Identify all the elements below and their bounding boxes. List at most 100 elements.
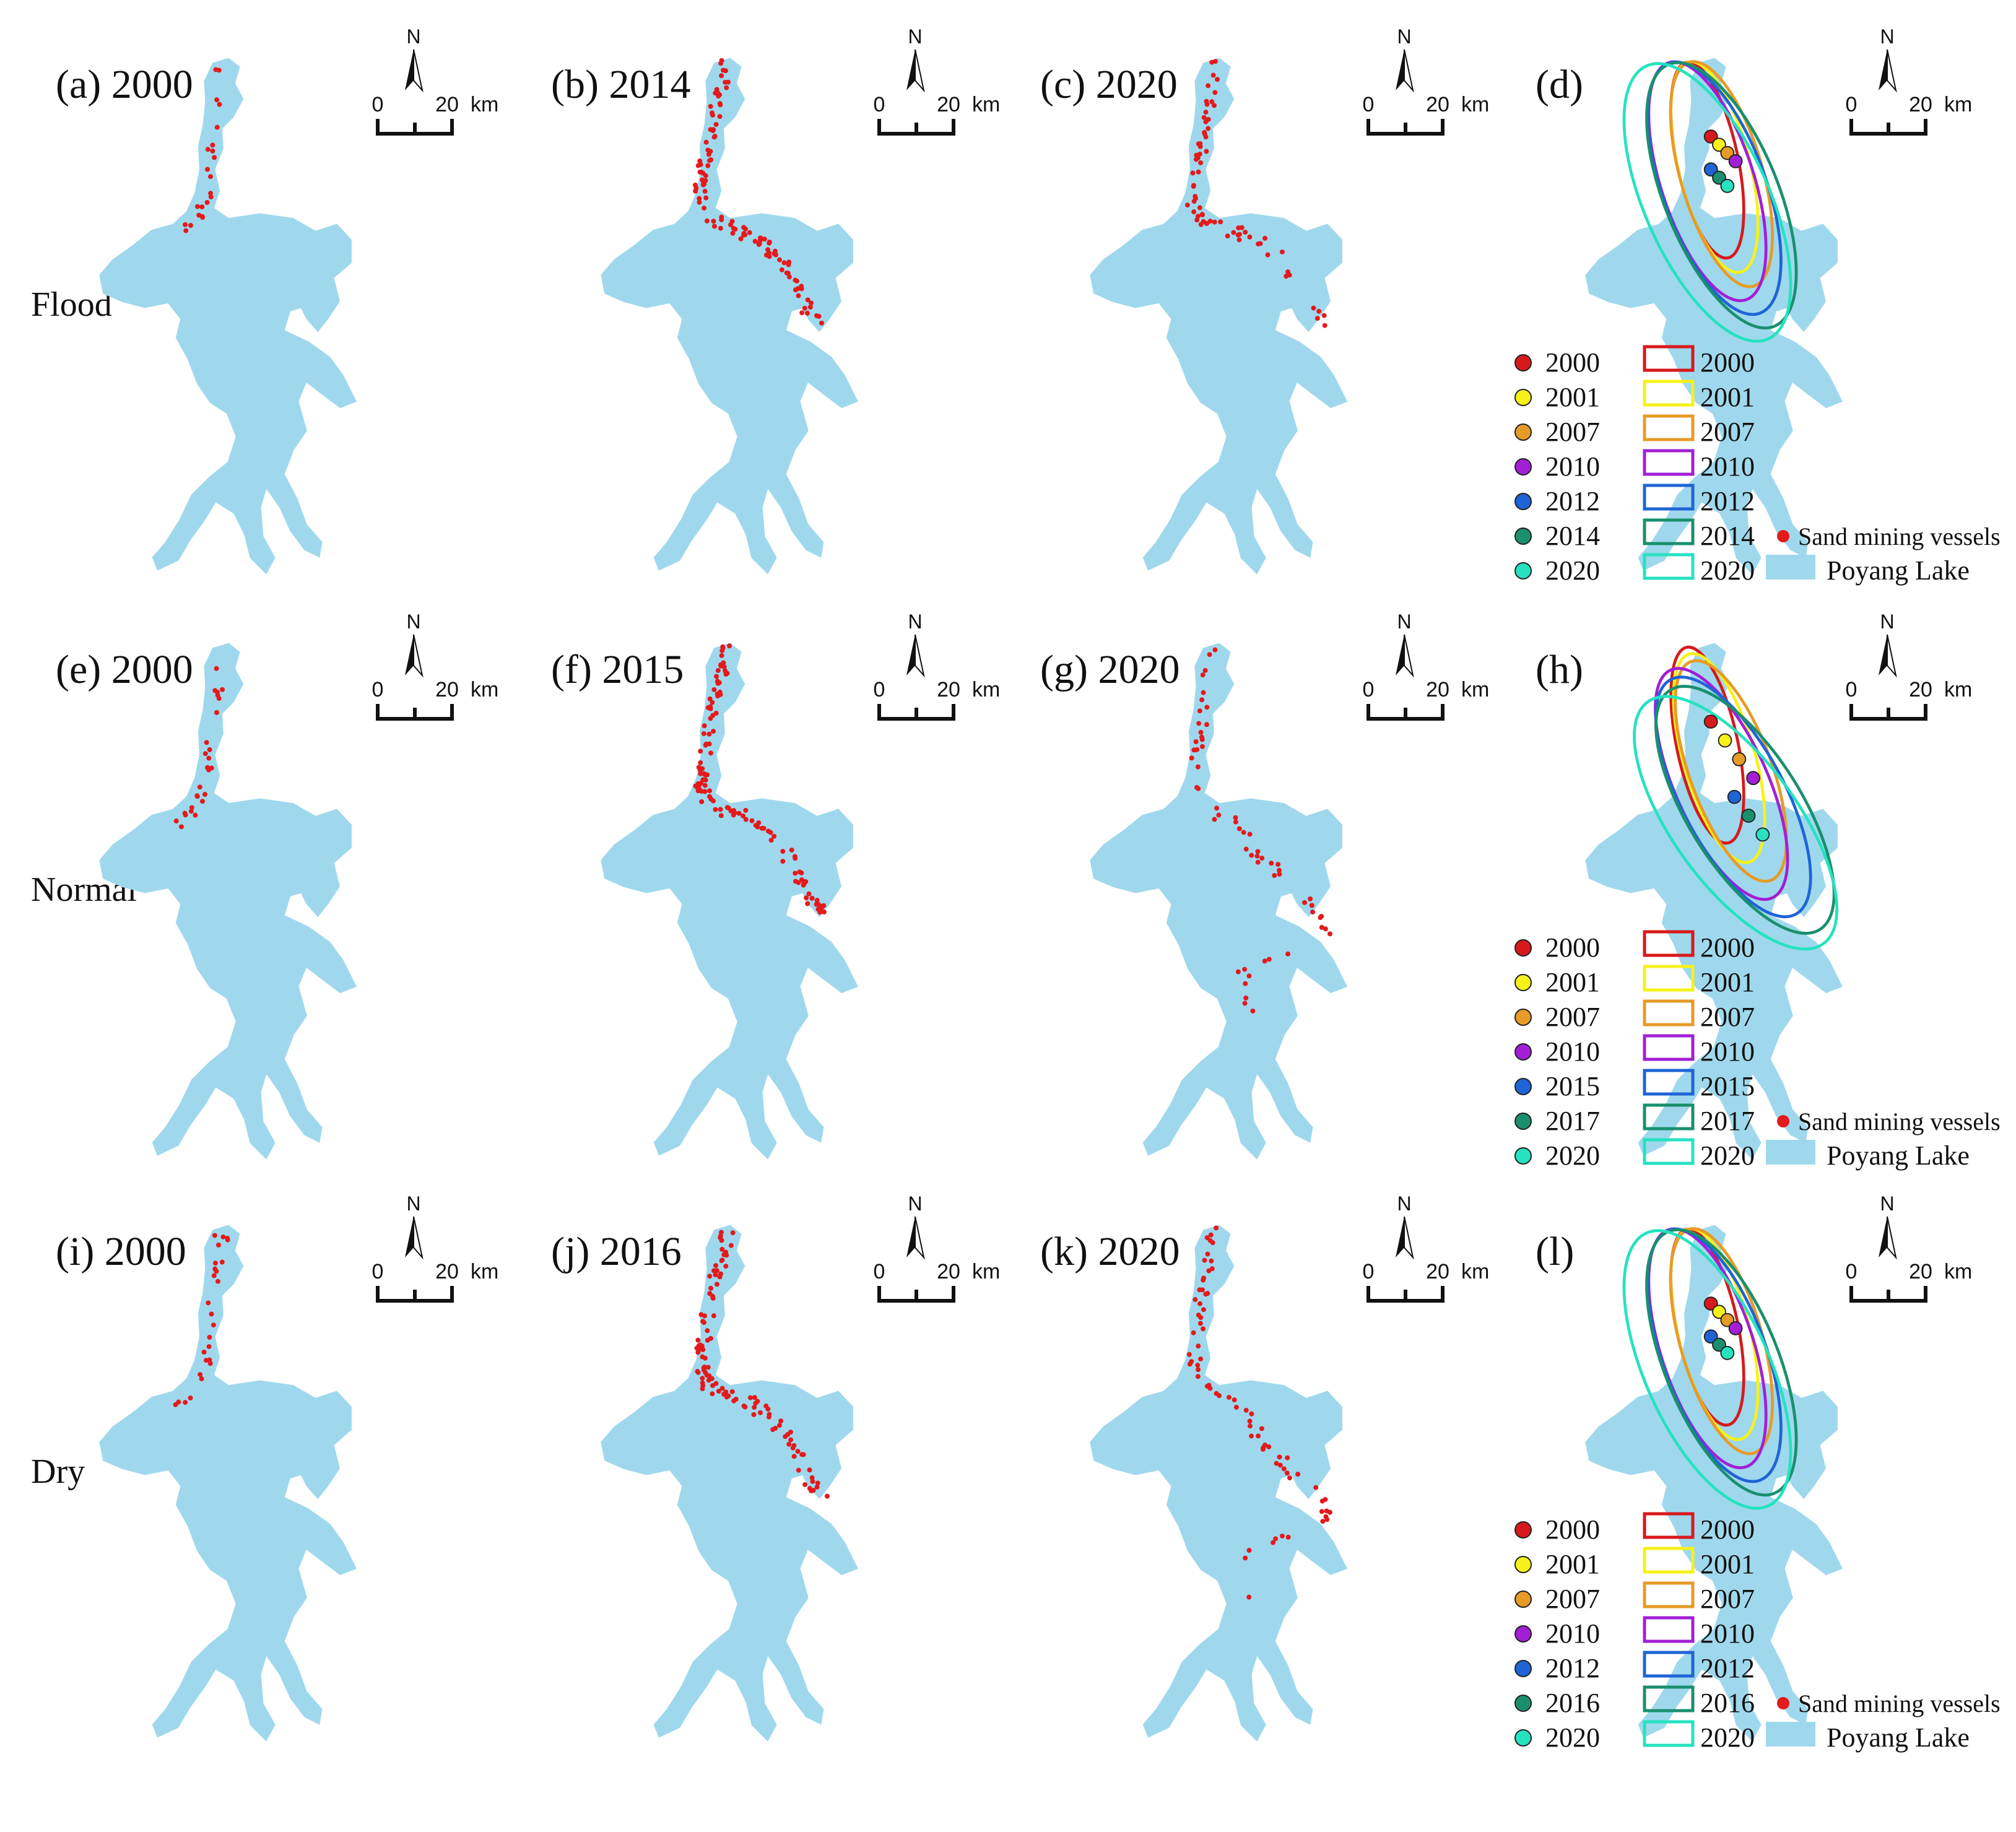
vessel-point [695,1350,701,1355]
legend-lake-label: Poyang Lake [1827,1722,1970,1753]
legend-vessel-swatch [1777,1697,1789,1709]
legend-ellipse-swatch [1643,930,1695,957]
vessel-point [1212,647,1218,653]
vessel-point [706,152,711,157]
vessel-point [1318,915,1323,921]
vessel-point [1200,212,1206,217]
vessel-point [1189,755,1194,761]
vessel-point [1243,230,1248,235]
vessel-point [206,1344,212,1349]
vessel-point [1255,859,1261,865]
map-panel: (h) N 0 20 km 2000 2000 2001 2001 2007 2007 2010 201… [1514,610,2001,1171]
scale-zero-label: 0 [1846,93,1857,116]
vessel-point [1209,1258,1214,1264]
vessel-point [713,1381,719,1386]
legend-lake-label: Poyang Lake [1827,1140,1970,1171]
vessel-point [731,225,736,231]
legend-center-swatch [1514,1729,1532,1747]
vessel-point [715,667,721,673]
scale-twenty-label: 20 [435,1260,459,1283]
vessel-point [702,783,708,788]
vessel-point [1186,1352,1192,1357]
vessel-point [1254,853,1260,859]
vessel-point [719,1246,725,1252]
legend-year-ellipse: 2020 [1700,555,1755,586]
scale-zero-label: 0 [372,93,384,116]
vessel-point [698,760,703,765]
map-panel: (b) 2014 N 0 20 km [551,25,1000,575]
vessel-point [791,1454,797,1459]
scale-zero-label: 0 [874,93,885,116]
vessel-points [1184,59,1327,328]
legend-vessels-label: Sand mining vessels [1798,1108,2001,1135]
vessel-point [1249,853,1254,858]
scale-twenty-label: 20 [1909,1260,1932,1283]
vessel-point [1246,973,1252,979]
vessel-point [204,740,209,745]
vessel-point [706,158,712,163]
vessel-point [207,1361,213,1366]
vessel-point [1243,996,1249,1001]
vessel-point [1259,1426,1264,1431]
vessel-point [1191,747,1197,753]
vessel-point [706,731,712,737]
vessel-point [1193,739,1199,744]
scale-bar [376,704,454,721]
vessel-point [723,1389,729,1395]
vessel-point [1197,141,1203,147]
vessel-point [210,148,215,154]
legend-year-point: 2000 [1545,932,1600,963]
mean-center-point [1720,178,1735,193]
vessel-point [1266,1444,1272,1449]
scale-bar [1849,1286,1927,1303]
vessel-points [692,58,824,326]
vessel-point [1226,1394,1232,1400]
scale-twenty-label: 20 [1426,678,1449,701]
vessel-point [767,239,772,245]
vessel-point [719,214,724,220]
scale-unit-label: km [471,93,498,116]
vessel-point [1194,217,1200,223]
north-arrow-half-icon [413,1216,424,1260]
vessel-point [1201,1275,1206,1281]
scale-bar [1849,119,1927,136]
vessel-point [702,206,707,211]
vessel-point [796,1467,801,1473]
scale-bar [1366,119,1445,136]
vessel-point [718,813,724,818]
vessel-point [1208,1232,1214,1238]
legend-center-swatch [1514,458,1532,475]
vessel-point [707,1274,713,1279]
legend-year-point: 2020 [1545,1722,1600,1753]
vessel-point [793,287,798,293]
vessel-point [199,1376,204,1381]
north-label: N [908,25,922,48]
legend-year-ellipse: 2017 [1700,1106,1755,1136]
vessel-point [714,87,719,92]
vessel-point [784,270,789,276]
vessel-point [780,849,786,854]
vessel-point [801,1452,806,1457]
vessel-point [214,710,219,715]
vessel-point [799,286,804,292]
vessel-point [799,877,804,882]
legend-year-ellipse: 2007 [1700,1002,1755,1032]
vessel-point [1209,1266,1215,1272]
vessel-point [1204,98,1209,104]
legend-year-ellipse: 2014 [1700,521,1755,551]
vessel-point [1197,708,1202,714]
vessel-point [697,199,702,205]
vessel-point [743,807,749,813]
vessel-point [736,810,742,816]
vessel-point [1193,157,1199,162]
vessel-point [188,1395,193,1400]
legend-center-swatch [1514,1556,1532,1573]
scale-zero-label: 0 [372,1260,384,1283]
panel-label: (d) [1536,62,1583,107]
vessel-point [802,305,807,311]
legend-vessel-swatch [1777,1115,1789,1127]
vessel-point [814,1484,820,1490]
vessel-point [1236,826,1242,831]
vessel-point [1194,152,1199,158]
scale-unit-label: km [1461,1260,1489,1283]
